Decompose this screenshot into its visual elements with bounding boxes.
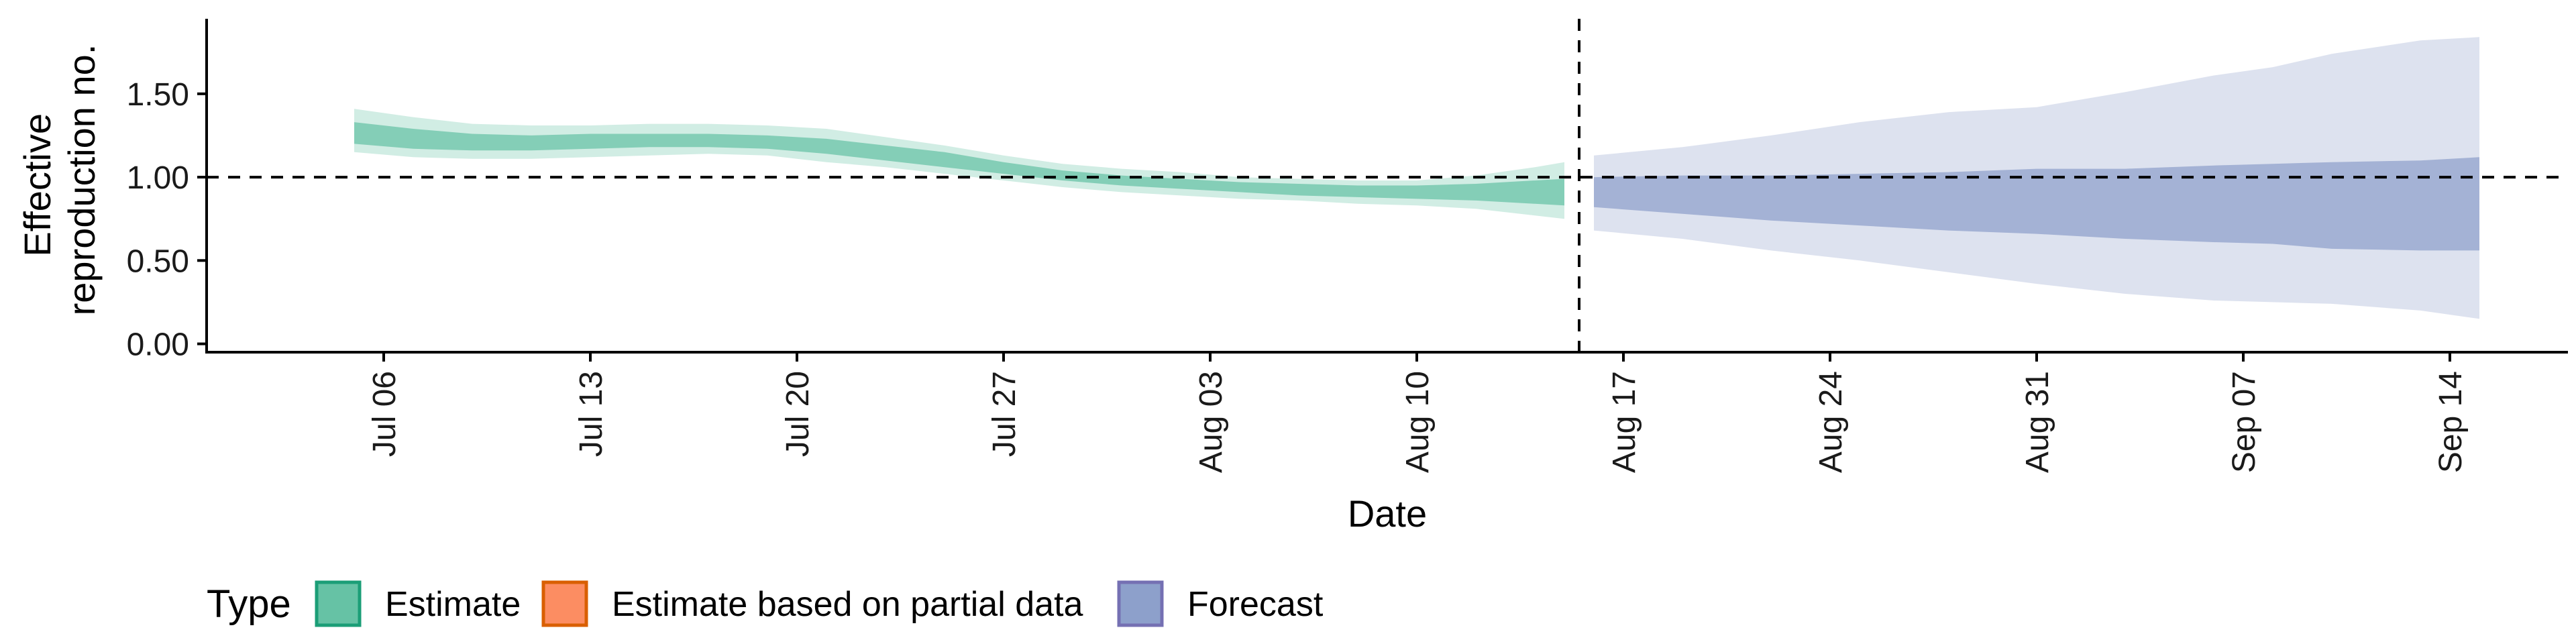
x-tick-label: Jul 13	[574, 371, 609, 457]
x-tick-label: Jul 20	[780, 371, 816, 457]
x-tick-label: Aug 17	[1607, 371, 1642, 473]
y-axis-title: Effective reproduction no.	[16, 44, 103, 316]
x-tick-label: Jul 27	[987, 371, 1022, 457]
x-tick-label: Jul 06	[367, 371, 402, 457]
y-tick-label: 1.50	[127, 77, 189, 113]
legend-label-partial-estimate: Estimate based on partial data	[612, 585, 1083, 624]
x-tick-label: Sep 07	[2226, 371, 2262, 473]
y-axis-title-line-2: reproduction no.	[60, 44, 103, 316]
y-tick-label: 0.50	[127, 244, 189, 279]
y-tick-label: 1.00	[127, 160, 189, 196]
legend-label-estimate: Estimate	[385, 585, 521, 624]
y-axis-title-line-1: Effective	[16, 113, 58, 257]
legend-key-partial-estimate	[541, 580, 588, 627]
x-tick-label: Sep 14	[2433, 371, 2469, 473]
plot-area	[207, 19, 2568, 352]
axes: 0.00 0.50 1.00 1.50 Jul 06 Jul 13 Jul 20 Jul 2…	[127, 19, 2568, 473]
estimate-inner-band	[354, 122, 1564, 206]
y-tick-label: 0.00	[127, 327, 189, 363]
forecast-inner-band	[1594, 157, 2479, 251]
x-tick-label: Aug 03	[1193, 371, 1229, 473]
legend: Type Estimate Estimate based on partial …	[207, 580, 1324, 627]
y-axis-ticks: 0.00 0.50 1.00 1.50	[127, 77, 207, 363]
legend-title: Type	[207, 582, 291, 626]
legend-label-forecast: Forecast	[1187, 585, 1324, 624]
x-tick-label: Aug 24	[1813, 371, 1849, 473]
x-tick-label: Aug 10	[1400, 371, 1436, 473]
x-tick-label: Aug 31	[2020, 371, 2055, 473]
legend-key-estimate	[315, 580, 362, 627]
x-axis-title: Date	[1348, 492, 1427, 535]
x-axis-ticks: Jul 06 Jul 13 Jul 20 Jul 27 Aug 03 Aug 10 Aug …	[367, 352, 2469, 473]
legend-key-forecast	[1117, 580, 1164, 627]
